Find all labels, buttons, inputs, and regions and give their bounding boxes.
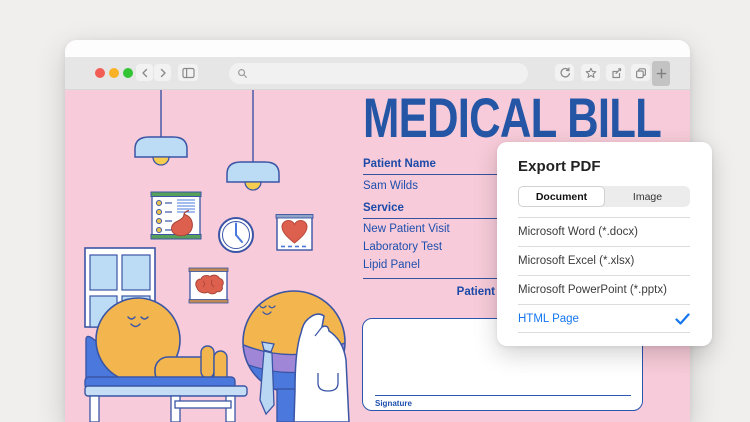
smiley-face-icon bbox=[259, 305, 276, 315]
ceiling-lamp-icon bbox=[134, 90, 188, 166]
forward-button[interactable] bbox=[154, 64, 171, 81]
necktie-icon bbox=[259, 341, 275, 416]
ceiling-lamp-icon bbox=[226, 90, 280, 191]
smiley-face-icon bbox=[127, 316, 149, 328]
chevron-left-icon bbox=[141, 68, 147, 77]
exam-table bbox=[84, 376, 248, 422]
new-tab-button[interactable] bbox=[652, 61, 670, 86]
close-button[interactable] bbox=[95, 68, 105, 78]
tabs-icon bbox=[635, 67, 646, 78]
option-label: Microsoft Word (*.docx) bbox=[518, 226, 638, 238]
share-icon bbox=[611, 67, 621, 78]
signature-label: Signature bbox=[375, 399, 412, 408]
patient-name-value: Sam Wilds bbox=[363, 180, 418, 192]
sidebar-panel-icon bbox=[181, 67, 195, 78]
format-segmented-control: Document Image bbox=[518, 186, 690, 207]
export-options-list: Microsoft Word (*.docx) Microsoft Excel … bbox=[518, 217, 690, 333]
service-label: Service bbox=[363, 202, 404, 214]
sidebar-toggle-button[interactable] bbox=[178, 64, 198, 81]
patient-character bbox=[95, 297, 228, 386]
option-excel[interactable]: Microsoft Excel (*.xlsx) bbox=[518, 246, 690, 275]
service-item: New Patient Visit bbox=[363, 223, 450, 235]
divider bbox=[363, 278, 502, 279]
lab-coat bbox=[293, 313, 350, 422]
check-icon bbox=[675, 312, 690, 325]
option-powerpoint[interactable]: Microsoft PowerPoint (*.pptx) bbox=[518, 275, 690, 304]
popup-title: Export PDF bbox=[518, 158, 601, 175]
heart-poster bbox=[275, 214, 314, 251]
signature-line bbox=[375, 395, 631, 396]
window-titlebar[interactable] bbox=[65, 40, 690, 57]
brain-poster bbox=[188, 267, 229, 304]
tab-image[interactable]: Image bbox=[632, 190, 663, 203]
doctor-character bbox=[242, 290, 350, 422]
chevron-right-icon bbox=[160, 68, 166, 77]
export-pdf-popup: Export PDF Document Image Microsoft Word… bbox=[497, 142, 712, 346]
service-item: Laboratory Test bbox=[363, 241, 443, 253]
plus-icon bbox=[656, 68, 666, 79]
search-icon bbox=[238, 69, 247, 78]
minimize-button[interactable] bbox=[109, 68, 119, 78]
star-icon bbox=[585, 67, 596, 78]
clinic-illustration bbox=[84, 90, 350, 422]
traffic-lights bbox=[95, 68, 133, 78]
reload-button[interactable] bbox=[555, 64, 574, 81]
brain-icon bbox=[195, 274, 224, 295]
divider bbox=[363, 174, 502, 175]
medical-checklist-poster bbox=[150, 191, 202, 240]
patient-row-label: Patient bbox=[456, 286, 495, 298]
option-label: HTML Page bbox=[518, 312, 579, 325]
option-label: Microsoft Excel (*.xlsx) bbox=[518, 255, 635, 267]
stomach-icon bbox=[171, 213, 193, 237]
divider bbox=[363, 218, 502, 219]
option-word[interactable]: Microsoft Word (*.docx) bbox=[518, 217, 690, 246]
tab-document[interactable]: Document bbox=[518, 186, 605, 207]
search-input[interactable] bbox=[253, 67, 520, 80]
tab-overview-button[interactable] bbox=[631, 64, 650, 81]
page-title: MEDICAL BILL bbox=[363, 90, 662, 149]
back-button[interactable] bbox=[136, 64, 153, 81]
share-button[interactable] bbox=[606, 64, 625, 81]
option-label: Microsoft PowerPoint (*.pptx) bbox=[518, 284, 667, 296]
wall-clock-icon bbox=[218, 217, 254, 253]
patient-name-label: Patient Name bbox=[363, 158, 436, 170]
option-html[interactable]: HTML Page bbox=[518, 304, 690, 333]
bookmark-button[interactable] bbox=[581, 64, 600, 81]
heart-icon bbox=[281, 219, 308, 244]
maximize-button[interactable] bbox=[123, 68, 133, 78]
reload-icon bbox=[560, 67, 570, 77]
address-bar[interactable] bbox=[229, 63, 528, 84]
service-item: Lipid Panel bbox=[363, 259, 420, 271]
browser-toolbar bbox=[65, 57, 690, 90]
